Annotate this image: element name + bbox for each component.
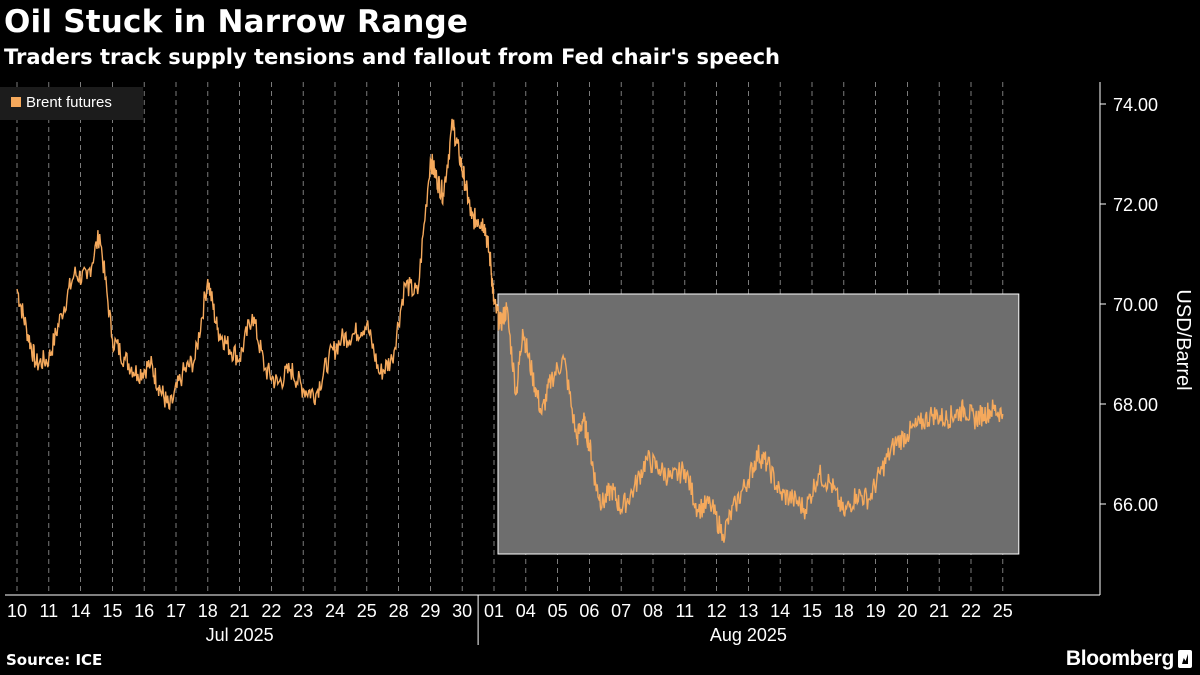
brent-futures-line [16, 118, 1004, 543]
legend-swatch [11, 97, 21, 107]
y-tick-label-4: 66.00 [1113, 495, 1158, 515]
legend-label: Brent futures [26, 94, 112, 111]
x-tick-label-31: 25 [993, 601, 1013, 621]
chart-subtitle: Traders track supply tensions and fallou… [4, 45, 780, 69]
x-tick-label-13: 29 [420, 601, 440, 621]
x-month-label-1: Aug 2025 [710, 625, 787, 645]
y-tick-label-0: 74.00 [1113, 95, 1158, 115]
x-tick-label-25: 15 [802, 601, 822, 621]
x-tick-label-17: 05 [548, 601, 568, 621]
x-tick-label-8: 22 [261, 601, 281, 621]
x-tick-label-16: 04 [516, 601, 536, 621]
bloomberg-chart-icon [1178, 650, 1192, 668]
x-tick-label-3: 15 [102, 601, 122, 621]
x-tick-label-7: 21 [230, 601, 250, 621]
x-tick-label-29: 21 [929, 601, 949, 621]
y-axis-label: USD/Barrel [1172, 289, 1194, 390]
legend: Brent futures [0, 87, 143, 120]
range-highlight [497, 293, 1020, 555]
x-tick-label-28: 20 [897, 601, 917, 621]
x-tick-label-18: 06 [579, 601, 599, 621]
y-tick-label-1: 72.00 [1113, 195, 1158, 215]
x-tick-label-9: 23 [293, 601, 313, 621]
x-tick-label-2: 14 [71, 601, 91, 621]
x-tick-label-22: 12 [707, 601, 727, 621]
x-tick-label-14: 30 [452, 601, 472, 621]
x-tick-label-24: 14 [770, 601, 790, 621]
x-tick-label-26: 18 [834, 601, 854, 621]
source-note: Source: ICE [6, 651, 103, 669]
axes: 74.00 72.00 70.00 68.00 66.00 10 11 14 15 16 17 18 2… [5, 82, 1158, 645]
x-tick-label-0: 10 [7, 601, 27, 621]
x-tick-label-21: 11 [675, 601, 694, 621]
y-tick-label-2: 70.00 [1113, 295, 1158, 315]
bloomberg-logo: Bloomberg [1065, 647, 1174, 670]
x-tick-label-10: 24 [325, 601, 345, 621]
x-tick-label-4: 16 [134, 601, 154, 621]
x-tick-label-12: 28 [389, 601, 409, 621]
legend-background [0, 87, 143, 120]
y-tick-label-3: 68.00 [1113, 395, 1158, 415]
x-tick-label-19: 07 [611, 601, 631, 621]
x-tick-label-23: 13 [738, 601, 758, 621]
x-tick-label-27: 19 [866, 601, 886, 621]
x-tick-label-11: 25 [357, 601, 377, 621]
x-month-label-0: Jul 2025 [206, 625, 274, 645]
x-tick-label-30: 22 [961, 601, 981, 621]
x-tick-label-1: 11 [39, 601, 58, 621]
x-tick-label-15: 01 [484, 601, 504, 621]
chart-title: Oil Stuck in Narrow Range [4, 4, 469, 40]
x-tick-label-6: 18 [198, 601, 218, 621]
x-tick-label-20: 08 [643, 601, 663, 621]
x-tick-label-5: 17 [166, 601, 186, 621]
